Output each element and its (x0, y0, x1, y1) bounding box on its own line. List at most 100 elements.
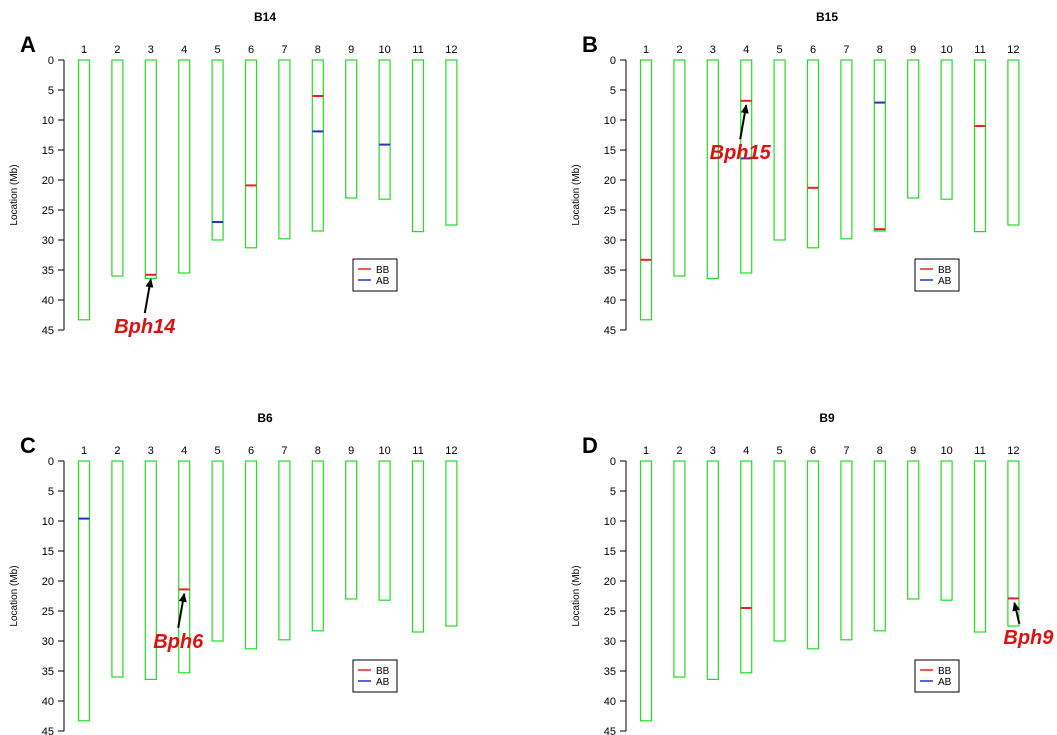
chromosome-number: 4 (743, 44, 749, 56)
chromosome-number: 8 (315, 445, 321, 457)
chromosome-bar-1 (639, 59, 653, 321)
y-tick-label: 30 (604, 636, 616, 648)
chromosome-number: 1 (643, 44, 649, 56)
chromosome-number: 9 (348, 445, 354, 457)
chromosome-number: 5 (777, 44, 783, 56)
chromosome-bar-4 (178, 460, 191, 674)
y-tick-label: 10 (42, 115, 54, 127)
chromosome-bar-11 (973, 59, 987, 233)
y-axis-label: Location (Mb) (9, 565, 20, 626)
annotation-arrow (143, 278, 154, 314)
chromosome-number: 3 (710, 445, 716, 457)
chromosome-bar-10 (378, 59, 391, 200)
y-tick-label: 10 (604, 115, 616, 127)
chromosome-number: 6 (248, 44, 254, 56)
y-tick-label: 35 (42, 265, 54, 277)
chromosome-number: 12 (1007, 445, 1019, 457)
y-tick-label: 45 (604, 726, 616, 735)
legend-box (352, 258, 398, 292)
chromosome-bar-7 (278, 460, 291, 641)
chromosome-number: 1 (81, 44, 87, 56)
y-tick-label: 15 (604, 145, 616, 157)
y-tick-label: 20 (604, 576, 616, 588)
chromosome-number: 3 (710, 44, 716, 56)
chromosome-number: 2 (676, 44, 682, 56)
chromosome-bar-9 (345, 460, 358, 600)
y-tick-label: 25 (42, 205, 54, 217)
chromosome-bar-2 (111, 59, 124, 277)
y-tick-label: 0 (610, 55, 616, 67)
y-tick-label: 0 (48, 456, 54, 468)
y-tick-label: 10 (604, 516, 616, 528)
panel-title: B9 (819, 411, 835, 425)
y-tick-label: 40 (604, 696, 616, 708)
chromosome-bar-5 (773, 460, 786, 642)
y-tick-label: 20 (42, 175, 54, 187)
y-axis-label: Location (Mb) (571, 565, 582, 626)
chromosome-bar-11 (973, 460, 987, 633)
chromosome-number: 9 (910, 445, 916, 457)
chromosome-bar-2 (673, 59, 686, 277)
y-tick-label: 5 (48, 85, 54, 97)
y-tick-label: 0 (48, 55, 54, 67)
chromosome-number: 3 (148, 445, 154, 457)
legend-label-bb: BB (938, 666, 952, 677)
chromosome-number: 2 (676, 445, 682, 457)
chromosome-bar-12 (445, 59, 458, 226)
y-tick-label: 40 (604, 295, 616, 307)
y-tick-label: 20 (604, 175, 616, 187)
y-tick-label: 35 (604, 265, 616, 277)
chromosome-bar-2 (673, 460, 686, 678)
gene-annotation-label: Bph15 (710, 142, 772, 164)
chromosome-number: 11 (974, 44, 985, 56)
chromosome-bar-8 (311, 59, 324, 232)
y-tick-label: 20 (42, 576, 54, 588)
chromosome-bar-3 (706, 59, 719, 279)
y-tick-label: 25 (42, 606, 54, 618)
legend-label-bb: BB (938, 265, 952, 276)
y-tick-label: 15 (42, 145, 54, 157)
chromosome-bar-10 (940, 460, 953, 601)
legend-label-ab: AB (938, 677, 952, 688)
gene-annotation-label: Bph6 (153, 631, 204, 653)
chromosome-number: 10 (378, 44, 390, 56)
chromosome-bar-8 (873, 460, 886, 632)
chromosome-number: 8 (877, 44, 883, 56)
chromosome-number: 3 (148, 44, 154, 56)
chromosome-number: 4 (181, 44, 187, 56)
chromosome-number: 6 (810, 44, 816, 56)
legend-box (352, 659, 398, 693)
chromosome-bar-9 (345, 59, 358, 199)
y-tick-label: 0 (610, 456, 616, 468)
chromosome-number: 8 (877, 445, 883, 457)
chromosome-number: 6 (810, 445, 816, 457)
y-tick-label: 15 (604, 546, 616, 558)
chromosome-bar-10 (940, 59, 953, 200)
chromosome-bar-4 (740, 59, 753, 274)
chromosome-number: 2 (114, 445, 120, 457)
chromosome-number: 5 (777, 445, 783, 457)
chromosome-bar-12 (445, 460, 458, 627)
chromosome-number: 12 (445, 44, 457, 56)
y-tick-label: 10 (42, 516, 54, 528)
gene-annotation-label: Bph9 (1003, 627, 1054, 649)
chromosome-bar-6 (806, 460, 820, 650)
y-tick-label: 30 (42, 636, 54, 648)
chromosome-bar-11 (411, 460, 425, 633)
chromosome-number: 7 (281, 44, 287, 56)
chromosome-bar-3 (706, 460, 719, 680)
panel-title: B6 (257, 411, 273, 425)
y-tick-label: 25 (604, 606, 616, 618)
chromosome-bar-5 (211, 59, 224, 241)
chromosome-bar-9 (907, 460, 920, 600)
chromosome-number: 1 (81, 445, 87, 457)
y-tick-label: 40 (42, 696, 54, 708)
legend-label-ab: AB (376, 677, 390, 688)
chromosome-number: 12 (1007, 44, 1019, 56)
chromosome-number: 10 (940, 445, 952, 457)
chromosome-bar-1 (77, 460, 91, 722)
y-tick-label: 40 (42, 295, 54, 307)
